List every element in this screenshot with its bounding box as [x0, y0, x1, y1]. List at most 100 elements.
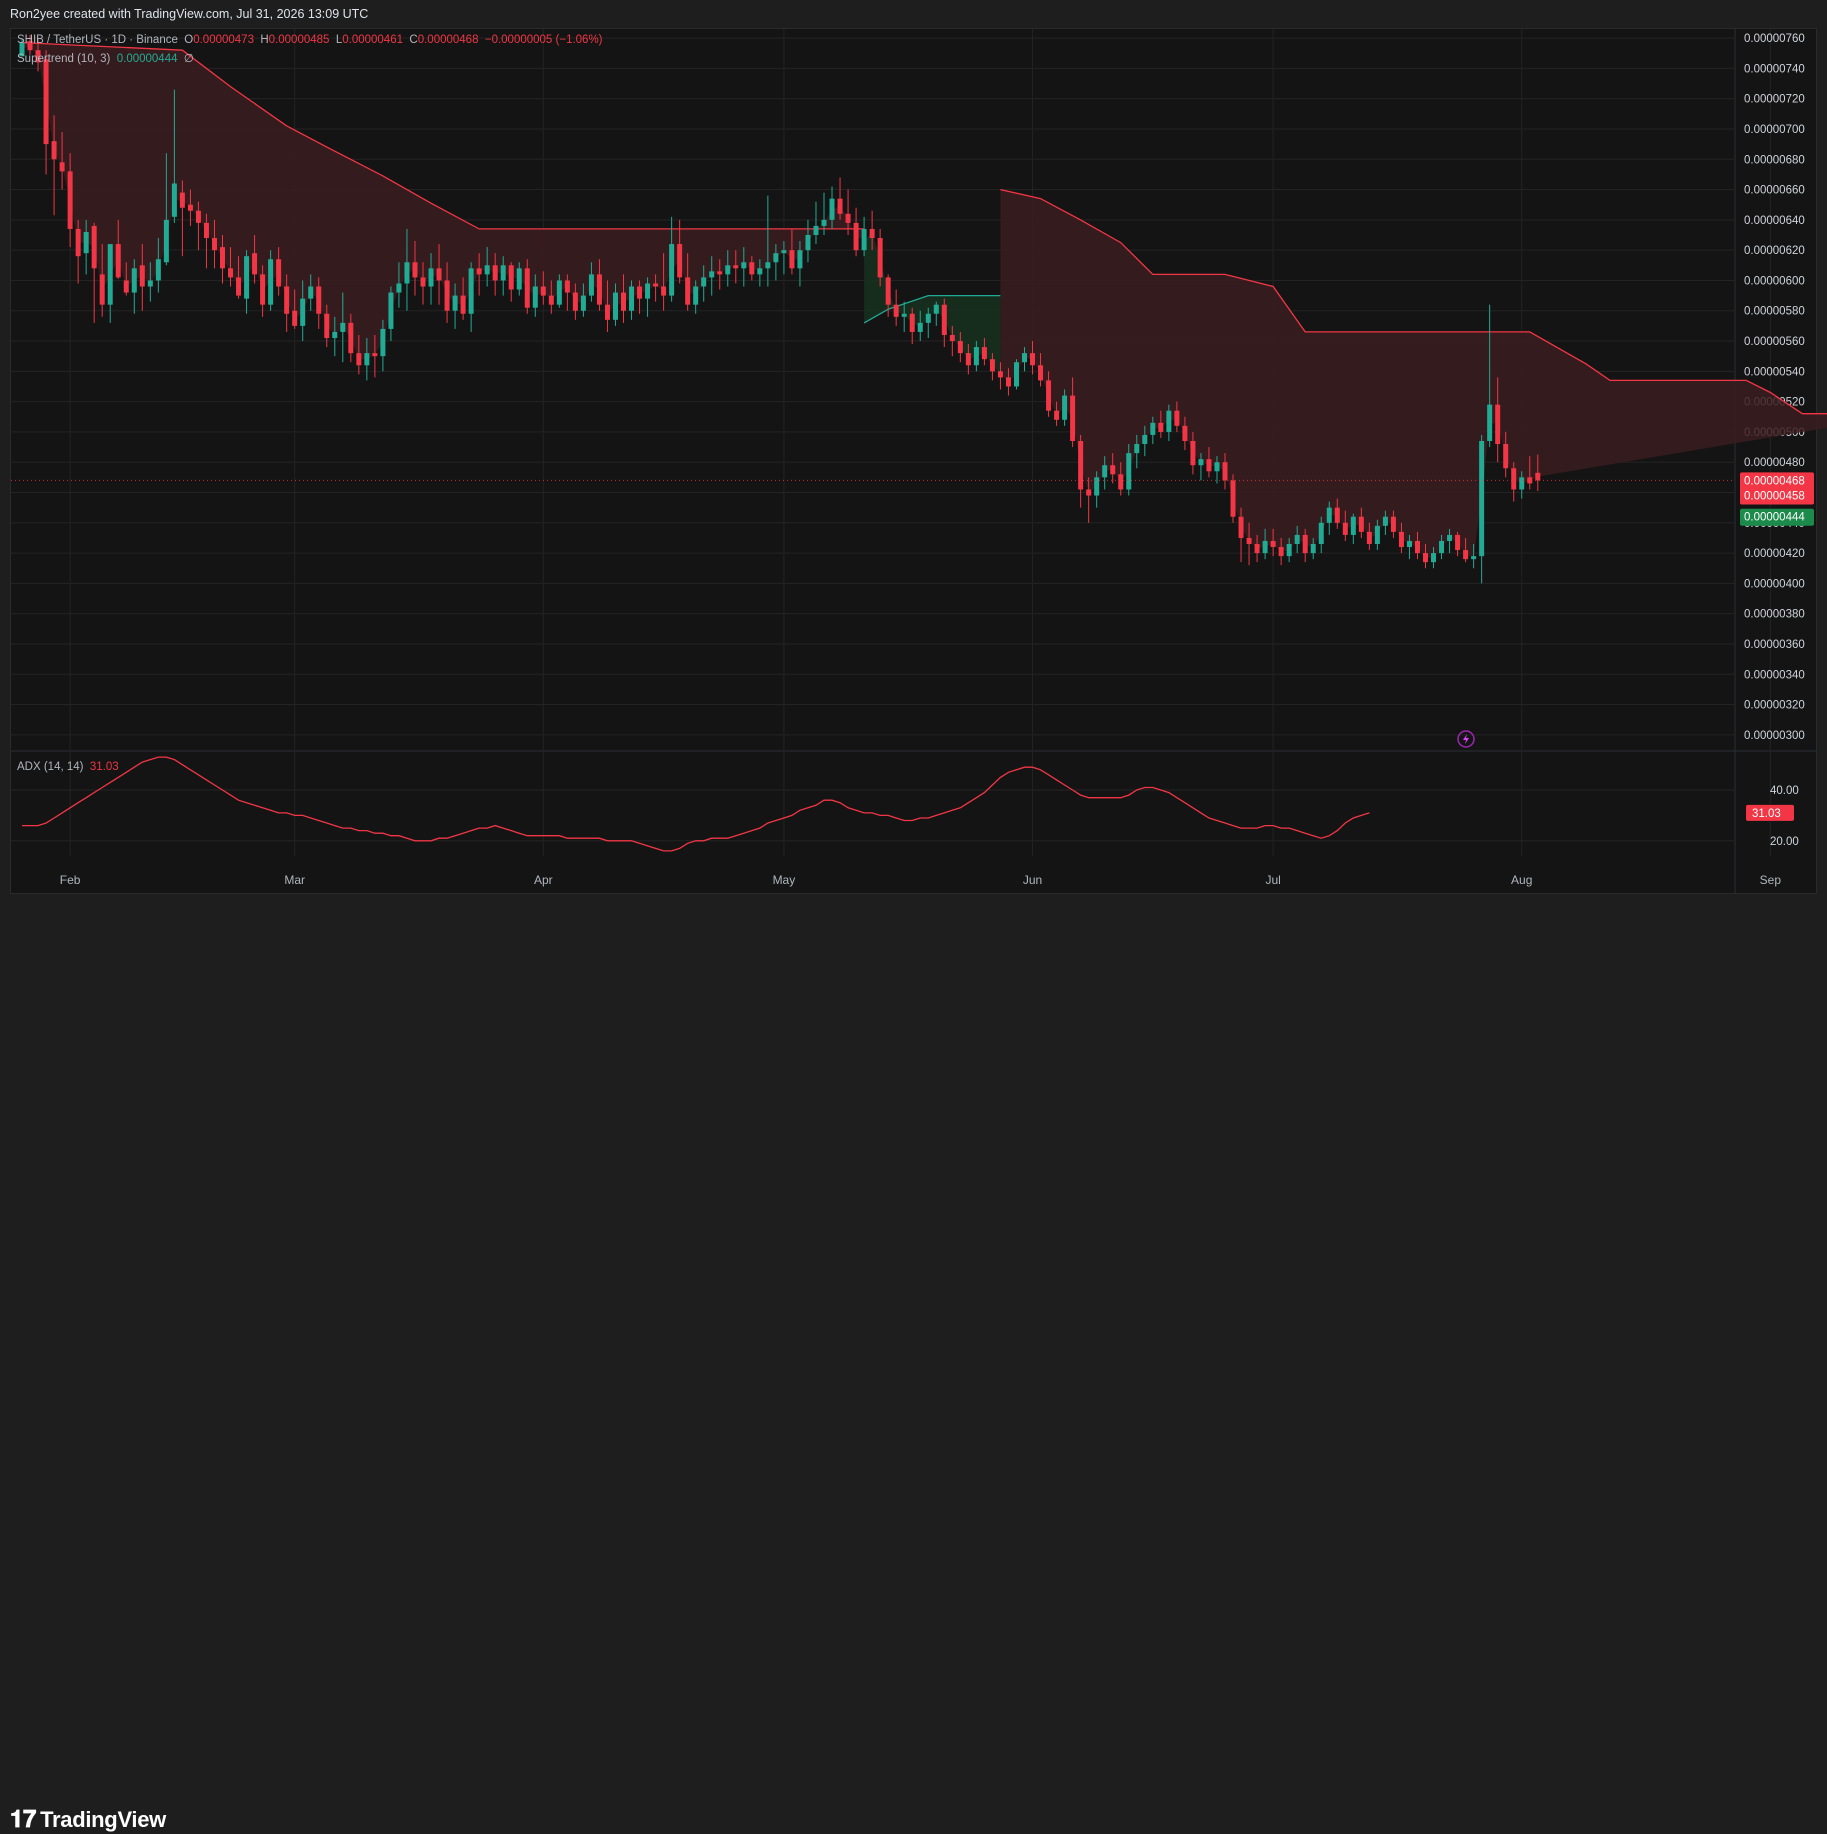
candle-body [1126, 453, 1132, 490]
candle-body [1479, 441, 1485, 557]
candle-body [348, 322, 354, 354]
candle-body [805, 235, 811, 251]
candle-body [59, 162, 65, 172]
candle-body [733, 265, 739, 269]
candle-body [388, 292, 394, 329]
adx-legend[interactable]: ADX (14, 14) 31.03 [17, 761, 119, 773]
footer: 𝟏𝟕 TradingView [0, 894, 1827, 1833]
candle-body [1054, 410, 1060, 420]
candle-body [500, 265, 506, 281]
candle-body [236, 277, 242, 296]
candle-body [460, 295, 466, 314]
adx-line [22, 756, 1370, 852]
price-tick-label: 0.00000480 [1744, 457, 1805, 469]
candle-body [1535, 472, 1541, 481]
candle-body [861, 228, 867, 251]
candle-body [629, 286, 635, 311]
candle-body [1398, 531, 1404, 548]
candle-body [1230, 480, 1236, 517]
supertrend-legend[interactable]: Supertrend (10, 3) 0.00000444 ∅ [17, 51, 194, 65]
candle-body [604, 304, 610, 320]
candle-body [332, 331, 338, 338]
candle-body [115, 244, 121, 278]
candle-body [1166, 410, 1172, 432]
candle-body [163, 219, 169, 263]
candle-body [709, 271, 715, 278]
candle-body [276, 259, 282, 287]
supertrend-upper-badge [1740, 487, 1814, 505]
candle-body [444, 280, 450, 311]
price-tick-label: 0.00000720 [1744, 94, 1805, 106]
candle-body [949, 334, 955, 342]
candle-body [228, 268, 234, 278]
candle-body [139, 265, 145, 287]
candle-body [147, 280, 153, 287]
main-legend: SHIB / TetherUS · 1D · Binance O0.000004… [17, 34, 603, 46]
candle-body [324, 313, 330, 338]
symbol-label[interactable]: SHIB / TetherUS · 1D · Binance [17, 34, 178, 46]
lightning-alert-icon[interactable] [1457, 730, 1475, 748]
candle-body [637, 286, 643, 299]
price-tick-label: 0.00000600 [1744, 275, 1805, 287]
candle-body [284, 286, 290, 314]
candle-body [1414, 540, 1420, 554]
supertrend-upper-badge-text: 0.00000458 [1744, 491, 1805, 503]
candle-body [1246, 537, 1252, 544]
x-tick-label: Apr [534, 873, 553, 887]
candle-body [1134, 444, 1140, 454]
candle-body [356, 353, 362, 366]
candle-body [941, 304, 947, 335]
adx-plot-bg [11, 752, 1735, 856]
candle-body [749, 262, 755, 275]
candle-body [1182, 425, 1188, 441]
candle-body [877, 238, 883, 278]
candle-body [268, 259, 274, 305]
x-tick-label: Jun [1023, 873, 1042, 887]
candle-body [781, 250, 787, 254]
x-tick-label: Feb [60, 873, 81, 887]
price-tick-label: 0.00000700 [1744, 124, 1805, 136]
candle-body [308, 286, 314, 299]
price-tick-label: 0.00000580 [1744, 306, 1805, 318]
x-tick-label: Jul [1265, 873, 1280, 887]
candle-body [1294, 534, 1300, 544]
candle-body [669, 244, 675, 296]
candle-body [1022, 353, 1027, 363]
candle-body [1326, 507, 1332, 523]
tradingview-logo[interactable]: 𝟏𝟕 TradingView [10, 1806, 166, 1834]
candle-body [572, 292, 578, 311]
candle-body [1374, 525, 1380, 544]
supertrend-down-fill [22, 42, 865, 360]
candle-body [436, 268, 442, 281]
candle-body [653, 283, 659, 287]
candle-body [1286, 544, 1292, 557]
price-tick-label: 0.00000660 [1744, 185, 1805, 197]
price-tick-label: 0.00000420 [1744, 548, 1805, 560]
candle-body [1278, 547, 1284, 557]
candle-body [396, 283, 402, 293]
price-tick-label: 0.00000400 [1744, 578, 1805, 590]
candle-body [1519, 477, 1525, 490]
price-tick-label: 0.00000620 [1744, 245, 1805, 257]
candle-body [452, 295, 458, 311]
candle-body [412, 262, 418, 278]
candle-body [252, 253, 258, 275]
candle-body [372, 353, 378, 357]
high-value: 0.00000485 [268, 34, 330, 46]
price-tick-label: 0.00000680 [1744, 154, 1805, 166]
chart-canvas[interactable]: Feb Mar Apr May Jun Jul Aug Sep 0.00000760 0.0000… [0, 0, 1827, 894]
candle-body [43, 59, 49, 145]
candle-body [492, 265, 498, 281]
candle-body [404, 262, 410, 284]
candle-body [1206, 459, 1212, 472]
candle-body [997, 371, 1003, 378]
candle-body [516, 268, 522, 290]
supertrend-lower-badge-text: 0.00000444 [1744, 512, 1805, 524]
price-tick-label: 0.00000360 [1744, 639, 1805, 651]
candle-body [556, 280, 562, 305]
adx-tick-label: 40.00 [1770, 785, 1799, 797]
candle-body [1358, 516, 1364, 532]
supertrend-label: Supertrend (10, 3) [17, 53, 111, 65]
candle-body [211, 238, 217, 251]
candle-body [548, 295, 554, 305]
